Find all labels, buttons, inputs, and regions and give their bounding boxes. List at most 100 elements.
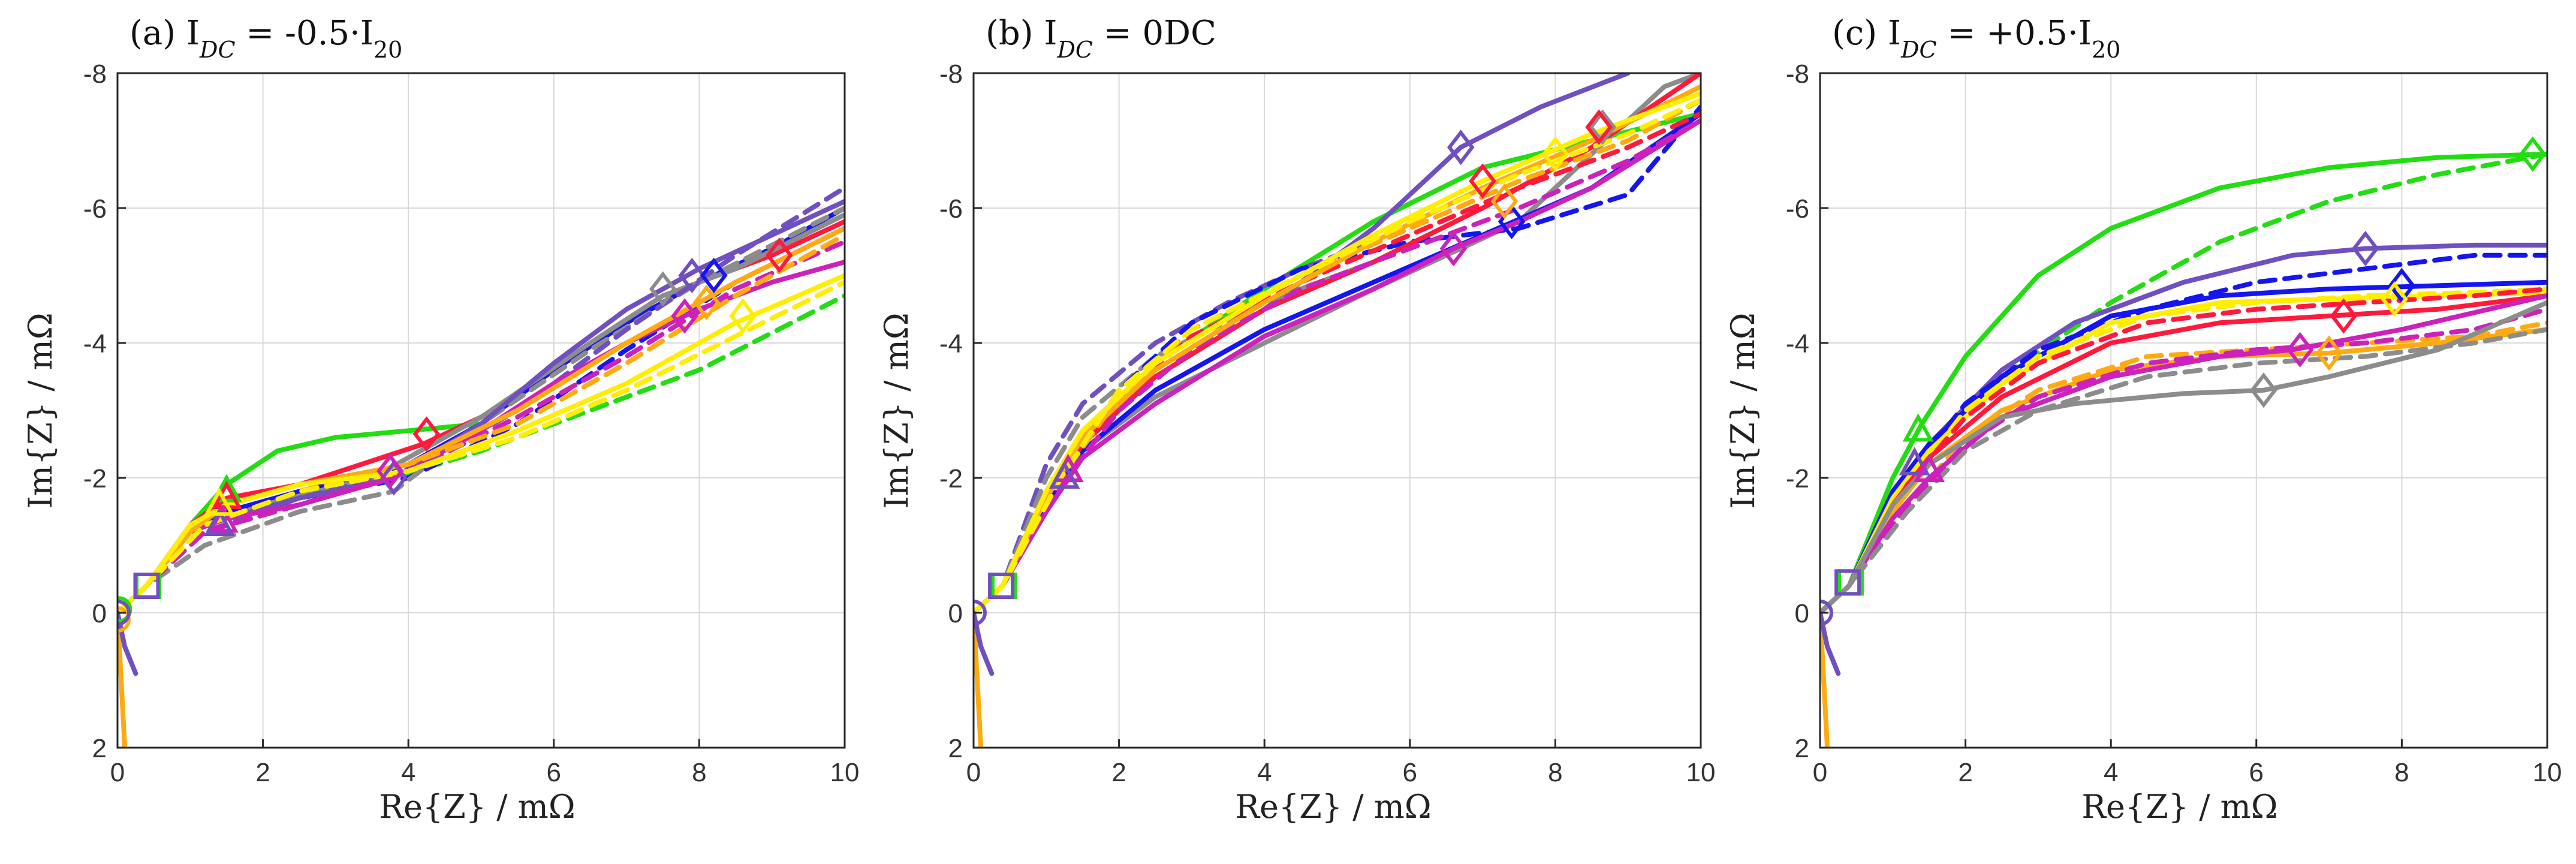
- marker-diamond-orange: [1490, 183, 1519, 219]
- y-axis-label: Im{Z} / mΩ: [878, 312, 915, 508]
- x-tick-label: 2: [255, 758, 270, 787]
- y-tick-label: -8: [83, 59, 107, 89]
- series-line-orange: [1820, 610, 1830, 748]
- y-tick-label: 2: [92, 734, 107, 763]
- y-tick-label: -2: [83, 464, 107, 493]
- x-tick-label: 2: [1111, 758, 1126, 787]
- y-axis-label: Im{Z} / mΩ: [22, 312, 59, 508]
- series-line-yellow-dashed: [117, 279, 845, 615]
- series-line-gray: [1820, 300, 2547, 615]
- y-tick-label: -4: [1786, 329, 1809, 359]
- x-tick-label: 4: [1257, 758, 1272, 787]
- panel-c: (c) IDC = +0.5·I20 0 2 4 6 8 10-8-6-4-202 Re{…: [1724, 14, 2562, 826]
- marker-diamond-magenta: [671, 298, 698, 334]
- marker-diamond-yellow: [2381, 281, 2409, 317]
- marker-diamond-gray: [1589, 109, 1617, 145]
- series-group: [1820, 136, 2547, 748]
- y-tick-label: -8: [1786, 59, 1809, 89]
- series-line-green: [1820, 152, 2547, 615]
- marker-triangle-purple: [203, 507, 235, 536]
- marker-diamond-blue: [2388, 267, 2416, 303]
- plot-area: 0 2 4 6 8 10-8-6-4-202: [83, 59, 860, 787]
- series-line-red-dashed: [1820, 287, 2547, 615]
- x-tick-label: 6: [1403, 758, 1417, 787]
- series-line-blue-dashed: [974, 104, 1701, 615]
- x-axis-label: Re{Z} / mΩ: [379, 788, 575, 826]
- x-axis-label: Re{Z} / mΩ: [1235, 788, 1431, 826]
- panel-title: (a) IDC = -0.5·I20: [129, 14, 402, 63]
- y-axis-label: Im{Z} / mΩ: [1724, 312, 1762, 508]
- marker-circle-purple: [117, 600, 131, 626]
- series-group: [117, 185, 845, 748]
- series-line-orange: [117, 225, 845, 615]
- marker-diamond-orange: [692, 284, 721, 321]
- series-line-yellow-dashed: [1820, 287, 2547, 615]
- x-tick-label: 0: [966, 758, 981, 787]
- x-tick-label: 4: [2104, 758, 2118, 787]
- marker-diamond-gray: [2250, 372, 2277, 408]
- marker-triangle-purple: [1899, 447, 1930, 475]
- y-tick-label: -6: [83, 194, 107, 224]
- series-line-magenta-dashed: [974, 118, 1701, 615]
- x-tick-label: 6: [547, 758, 561, 787]
- series-line-orange: [974, 84, 1701, 615]
- marker-square-purple: [133, 573, 160, 599]
- y-tick-label: 2: [1795, 734, 1809, 763]
- x-axis-label: Re{Z} / mΩ: [2081, 788, 2277, 826]
- y-tick-label: -4: [939, 329, 963, 359]
- y-tick-label: -6: [1786, 194, 1809, 224]
- series-line-yellow: [974, 91, 1701, 615]
- marker-diamond-magenta: [1439, 230, 1468, 267]
- series-line-gray-dashed: [1820, 327, 2547, 615]
- marker-diamond-gray: [649, 271, 677, 307]
- x-tick-label: 0: [110, 758, 125, 787]
- x-tick-label: 6: [2249, 758, 2264, 787]
- marker-diamond-red: [412, 416, 441, 452]
- plot-area: 0 2 4 6 8 10-8-6-4-202: [939, 59, 1716, 787]
- x-tick-label: 0: [1813, 758, 1827, 787]
- marker-square-purple: [1834, 569, 1861, 596]
- series-line-orange: [974, 610, 984, 748]
- marker-diamond-red: [2330, 298, 2358, 334]
- marker-diamond-purple: [1447, 130, 1475, 165]
- marker-diamond-orange: [2315, 335, 2343, 371]
- x-tick-label: 10: [2533, 758, 2562, 787]
- marker-diamond-purple: [2351, 230, 2379, 267]
- marker-diamond-red: [766, 237, 793, 273]
- y-tick-label: -2: [1786, 464, 1809, 493]
- marker-diamond-yellow: [729, 298, 757, 334]
- marker-circle-green: [117, 596, 132, 623]
- y-tick-label: -4: [83, 329, 107, 359]
- x-tick-label: 4: [401, 758, 415, 787]
- series-line-orange: [117, 610, 128, 748]
- marker-diamond-yellow: [1541, 136, 1569, 172]
- x-tick-label: 10: [830, 758, 860, 787]
- x-tick-label: 8: [2394, 758, 2409, 787]
- series-group: [974, 73, 1701, 748]
- y-tick-label: -2: [939, 464, 963, 493]
- y-tick-label: -8: [939, 59, 963, 89]
- marker-diamond-magenta: [376, 453, 404, 489]
- y-tick-label: 0: [92, 599, 107, 628]
- marker-diamond-purple: [678, 257, 706, 294]
- panel-a: (a) IDC = -0.5·I20 0 2 4 6 8 10-8-6-4-202 Re{…: [22, 14, 859, 826]
- y-tick-label: 0: [948, 599, 963, 628]
- x-tick-label: 2: [1958, 758, 1972, 787]
- marker-diamond-blue: [700, 257, 728, 294]
- marker-triangle-yellow: [203, 487, 235, 516]
- series-line-yellow: [117, 273, 845, 615]
- marker-triangle-green: [1902, 413, 1934, 442]
- marker-diamond-red: [1469, 163, 1496, 199]
- marker-circle-orange: [117, 606, 131, 633]
- series-line-magenta: [974, 118, 1701, 615]
- panel-b: (b) IDC = 0DC 0 2 4 6 8 10-8-6-4-202 Re{Z} / …: [878, 14, 1715, 826]
- marker-diamond-red: [1585, 109, 1613, 145]
- marker-triangle-green: [210, 474, 242, 502]
- y-tick-label: 0: [1795, 599, 1809, 628]
- series-line-yellow-dashed: [974, 98, 1701, 615]
- plot-area: 0 2 4 6 8 10-8-6-4-202: [1786, 59, 2562, 787]
- marker-square-purple: [988, 573, 1015, 599]
- axes-frame: [972, 72, 1702, 749]
- panel-title: (b) IDC = 0DC: [986, 14, 1216, 63]
